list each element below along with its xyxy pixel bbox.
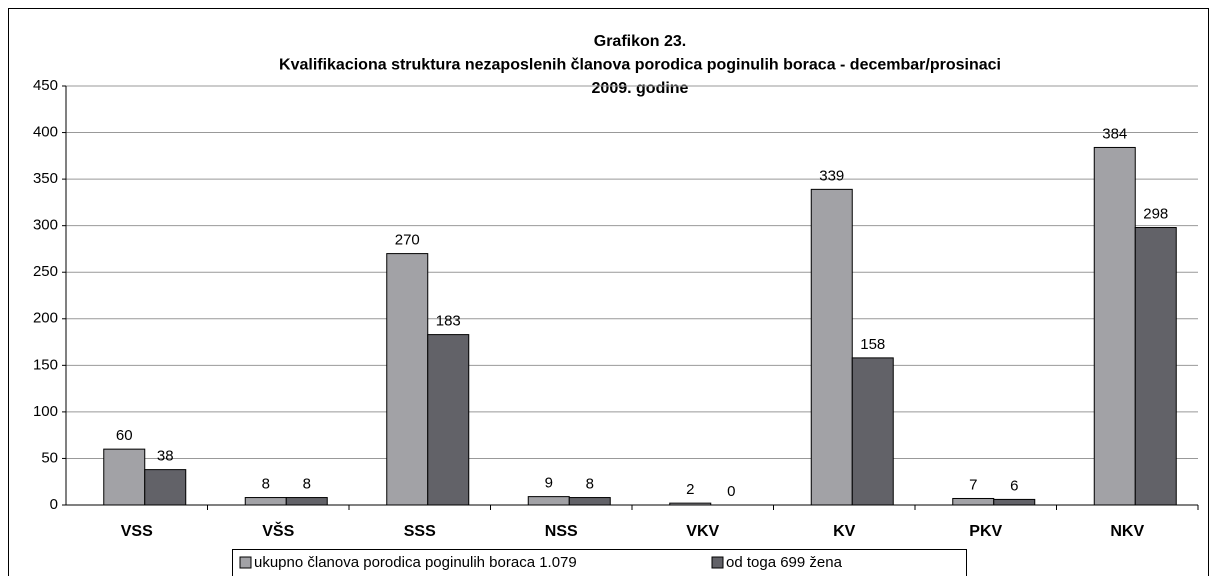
bar — [527, 496, 570, 506]
bar — [285, 497, 328, 506]
x-tick-label: VŠS — [262, 521, 294, 540]
legend-swatch — [239, 556, 252, 569]
bar — [810, 188, 853, 506]
chart-title: Grafikon 23. — [594, 33, 686, 50]
data-label: 339 — [819, 167, 844, 184]
data-label: 8 — [262, 476, 270, 493]
bar — [103, 448, 146, 506]
x-tick-label: NKV — [1110, 523, 1144, 540]
y-tick-label: 200 — [33, 310, 58, 327]
bar — [952, 497, 995, 506]
x-tick-label: KV — [833, 523, 856, 540]
legend-label: ukupno članova porodica poginulih boraca… — [254, 554, 577, 571]
bar — [993, 498, 1036, 506]
chart-border — [8, 8, 1209, 576]
legend-box — [232, 549, 967, 576]
data-label: 8 — [586, 476, 594, 493]
chart-title: 2009. godine — [592, 80, 689, 97]
bar — [386, 253, 429, 506]
y-tick-label: 50 — [41, 449, 58, 466]
data-label: 8 — [303, 476, 311, 493]
data-label: 270 — [395, 232, 420, 249]
y-tick-label: 300 — [33, 217, 58, 234]
x-tick-label: VSS — [121, 523, 153, 540]
legend-label: od toga 699 žena — [726, 554, 843, 571]
legend-swatch — [711, 556, 724, 569]
data-label: 7 — [969, 476, 977, 493]
data-label: 60 — [116, 427, 133, 444]
data-label: 2 — [686, 481, 694, 498]
chart-title: Kvalifikaciona struktura nezaposlenih čl… — [279, 57, 1001, 74]
data-label: 6 — [1010, 477, 1018, 494]
y-tick-label: 250 — [33, 263, 58, 280]
bar — [427, 334, 470, 506]
bar — [669, 502, 712, 506]
data-label: 384 — [1102, 125, 1127, 142]
data-label: 298 — [1143, 205, 1168, 222]
x-tick-label: VKV — [686, 523, 719, 540]
y-tick-label: 350 — [33, 170, 58, 187]
y-tick-label: 400 — [33, 124, 58, 141]
x-tick-label: SSS — [404, 523, 436, 540]
bar — [568, 497, 611, 506]
bar — [1093, 146, 1136, 506]
bar — [244, 497, 287, 506]
data-label: 38 — [157, 448, 174, 465]
data-label: 183 — [436, 313, 461, 330]
data-label: 158 — [860, 336, 885, 353]
y-tick-label: 150 — [33, 356, 58, 373]
y-tick-label: 100 — [33, 403, 58, 420]
x-tick-label: PKV — [969, 523, 1002, 540]
bar — [851, 357, 894, 506]
y-tick-label: 450 — [33, 77, 58, 94]
bar — [144, 469, 187, 506]
data-label: 0 — [727, 483, 735, 500]
data-label: 9 — [545, 475, 553, 492]
y-tick-label: 0 — [50, 496, 58, 513]
bar — [1134, 227, 1177, 506]
x-tick-label: NSS — [545, 523, 578, 540]
